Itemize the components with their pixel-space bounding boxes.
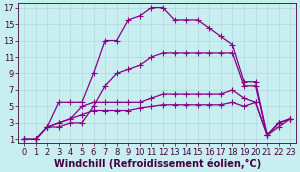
X-axis label: Windchill (Refroidissement éolien,°C): Windchill (Refroidissement éolien,°C) [53,158,261,169]
